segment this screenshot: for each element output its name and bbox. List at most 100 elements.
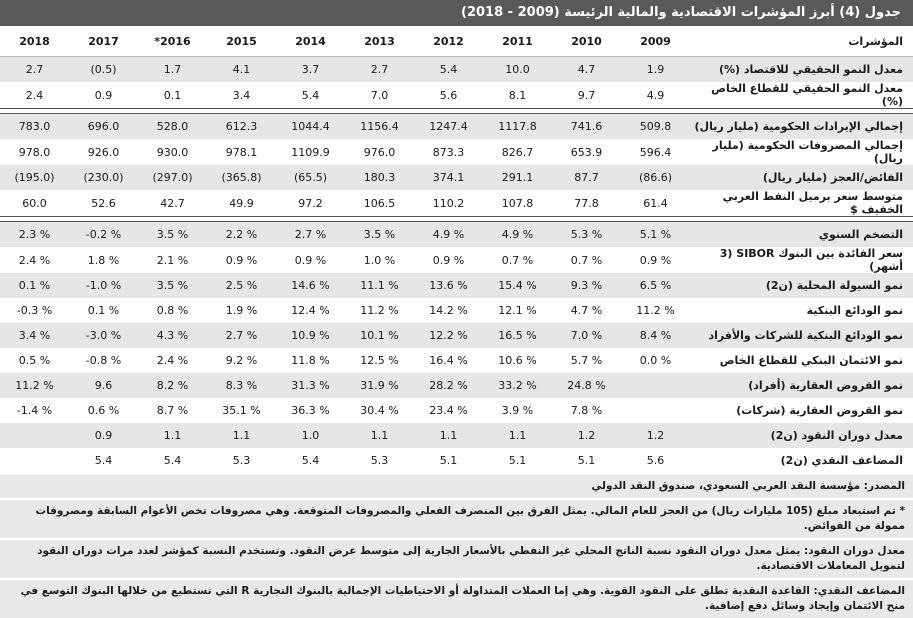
cell: (230.0) xyxy=(83,171,124,184)
data-row: معدل دوران النقود (ن2) 1.2 1.2 1.1 1.1 1.1 1.0… xyxy=(0,423,913,448)
cell: 826.7 xyxy=(501,145,534,159)
cell: 2.1 % xyxy=(156,253,189,267)
cell: 696.0 xyxy=(87,120,120,133)
data-row: التضخم السنوي 5.1 % 5.3 % 4.9 % 4.9 % 3.5 % 2.… xyxy=(0,221,913,247)
data-row: المضاعف النقدي (ن2) 5.6 5.1 5.1 5.1 5.3 5.4 5.3… xyxy=(0,448,913,473)
cell: 8.3 % xyxy=(225,379,258,392)
cell: 60.0 xyxy=(22,196,47,210)
header-label: المؤشرات xyxy=(690,26,913,57)
cell: 1.9 xyxy=(646,63,665,76)
cell: 374.1 xyxy=(432,171,465,184)
cell: 10.0 xyxy=(505,63,530,76)
data-table: المؤشرات 2009 2010 2011 2012 2013 2014 2015 2016… xyxy=(0,26,913,473)
cell: 11.8 % xyxy=(291,354,330,367)
cell: -1.0 % xyxy=(85,279,122,292)
cell: 0.9 % xyxy=(639,253,672,267)
cell: 35.1 % xyxy=(222,404,261,417)
cell: 7.8 % xyxy=(570,404,603,417)
data-row: معدل النمو الحقيقي للاقتصاد (%) 1.9 4.7 10.… xyxy=(0,56,913,82)
cell: 653.9 xyxy=(570,145,603,159)
cell: 1.1 xyxy=(439,429,458,442)
cell: 1.8 % xyxy=(87,253,120,267)
cell xyxy=(0,423,69,448)
cell: -0.2 % xyxy=(85,228,122,241)
data-row: إجمالي الإيرادات الحكومية (مليار ريال) 50… xyxy=(0,113,913,139)
cell: 4.9 % xyxy=(501,228,534,241)
cell: 8.2 % xyxy=(156,379,189,392)
row-label: متوسط سعر برميل النفط العربي الخفيف $ xyxy=(722,190,903,216)
cell: 14.2 % xyxy=(429,304,468,317)
cell: 10.9 % xyxy=(291,329,330,342)
cell: 9.6 xyxy=(94,379,113,392)
cell: 5.1 xyxy=(577,454,596,467)
cell: 926.0 xyxy=(87,145,120,159)
cell: 0.1 % xyxy=(87,304,120,317)
row-label: نمو الودائع البنكية للشركات والأفراد xyxy=(708,329,903,342)
cell: 3.4 % xyxy=(18,329,51,342)
row-label: نمو القروض العقارية (أفراد) xyxy=(748,379,903,392)
cell: 5.1 xyxy=(508,454,527,467)
cell: 16.5 % xyxy=(498,329,537,342)
row-label: نمو الائتمان البنكي للقطاع الخاص xyxy=(719,354,903,367)
cell: 930.0 xyxy=(156,145,189,159)
header-row: المؤشرات 2009 2010 2011 2012 2013 2014 2015 2016… xyxy=(0,26,913,57)
cell: 36.3 % xyxy=(291,404,330,417)
cell: 1.2 xyxy=(577,429,596,442)
cell: 291.1 xyxy=(501,171,534,184)
cell: (195.0) xyxy=(14,171,55,184)
data-row: نمو الودائع البنكية 11.2 % 4.7 % 12.1 % 14.2… xyxy=(0,298,913,323)
cell: 0.9 xyxy=(94,88,113,102)
year-header: 2012 xyxy=(414,26,483,57)
data-row: نمو القروض العقارية (أفراد) 24.8 % 33.2 % 2… xyxy=(0,373,913,398)
cell: 110.2 xyxy=(432,196,465,210)
data-row: الفائض/العجز (مليار ريال) (86.6) 87.7 291.1… xyxy=(0,165,913,190)
cell: 0.7 % xyxy=(501,253,534,267)
cell: 5.3 xyxy=(232,454,251,467)
cell: 0.9 % xyxy=(294,253,327,267)
cell: 87.7 xyxy=(574,171,599,184)
cell: 1.7 xyxy=(163,63,182,76)
cell: -3.0 % xyxy=(85,329,122,342)
cell: 3.7 xyxy=(301,63,320,76)
cell: 8.1 xyxy=(508,88,527,102)
cell: 8.7 % xyxy=(156,404,189,417)
cell: (365.8) xyxy=(221,171,262,184)
cell xyxy=(0,448,69,473)
cell: 2.7 % xyxy=(294,228,327,241)
cell: 0.9 % xyxy=(225,253,258,267)
cell: 2.7 xyxy=(25,63,44,76)
cell: 1.2 xyxy=(646,429,665,442)
cell: 1044.4 xyxy=(291,120,330,133)
cell: 0.9 % xyxy=(432,253,465,267)
cell: 61.4 xyxy=(643,196,668,210)
row-label: إجمالي المصروفات الحكومية (مليار ريال) xyxy=(712,139,903,165)
cell: 612.3 xyxy=(225,120,258,133)
cell: 0.0 % xyxy=(639,354,672,367)
data-row: نمو السيولة المحلية (ن2) 6.5 % 9.3 % 15.4 %… xyxy=(0,273,913,298)
cell: 77.8 xyxy=(574,196,599,210)
cell: 33.2 % xyxy=(498,379,537,392)
cell: 14.6 % xyxy=(291,279,330,292)
cell: 2.7 % xyxy=(225,329,258,342)
cell: 4.3 % xyxy=(156,329,189,342)
cell: 1.1 xyxy=(370,429,389,442)
cell: 1156.4 xyxy=(360,120,399,133)
cell: 1.1 xyxy=(163,429,182,442)
cell: 5.6 xyxy=(646,454,665,467)
row-label: نمو القروض العقارية (شركات) xyxy=(736,404,903,417)
cell: 5.4 xyxy=(301,454,320,467)
cell: 1.1 xyxy=(508,429,527,442)
row-label: المضاعف النقدي (ن2) xyxy=(780,454,903,467)
cell: 3.5 % xyxy=(363,228,396,241)
cell: 97.2 xyxy=(298,196,323,210)
cell: 12.4 % xyxy=(291,304,330,317)
cell: 28.2 % xyxy=(429,379,468,392)
cell: -0.8 % xyxy=(85,354,122,367)
cell: 596.4 xyxy=(639,145,672,159)
cell: 7.0 % xyxy=(570,329,603,342)
cell: 1117.8 xyxy=(498,120,537,133)
cell: 5.6 xyxy=(439,88,458,102)
cell: 31.3 % xyxy=(291,379,330,392)
cell: 4.9 % xyxy=(432,228,465,241)
